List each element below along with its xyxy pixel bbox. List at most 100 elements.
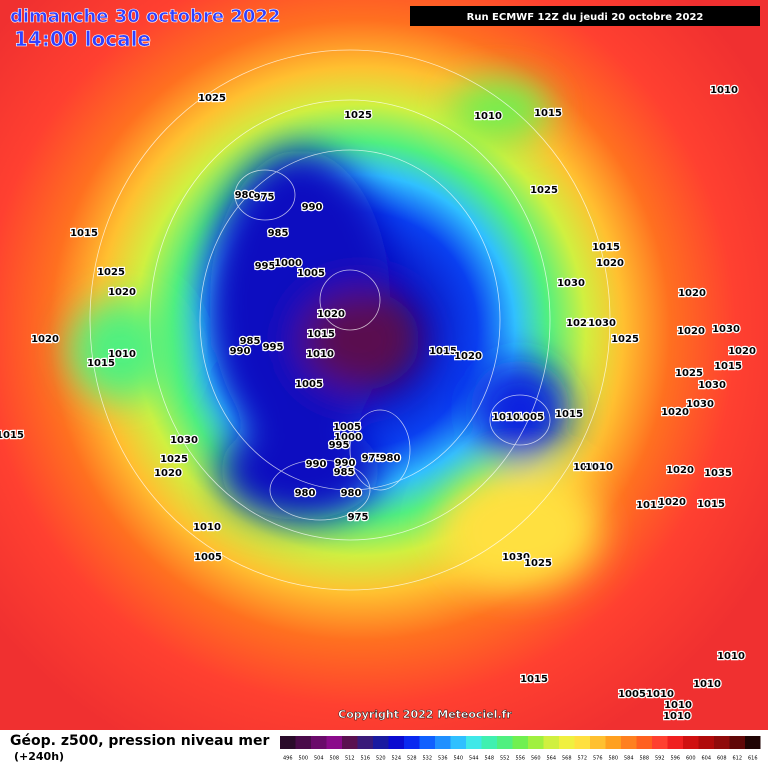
isobar-label: 1015 — [520, 674, 548, 685]
legend-lead: (+240h) — [14, 750, 64, 763]
isobar-label: 1010 — [663, 711, 691, 722]
isobar-label: 990 — [302, 202, 323, 213]
isobar-label: 1020 — [661, 407, 689, 418]
isobar-label: 1015 — [534, 108, 562, 119]
color-swatch — [295, 736, 311, 749]
color-swatch — [512, 736, 528, 749]
isobar-label: 1015 — [697, 499, 725, 510]
color-swatch — [450, 736, 466, 749]
isobar-label: 975 — [348, 512, 369, 523]
isobar-label: 1010 — [474, 111, 502, 122]
isobar-label: 975 — [362, 453, 383, 464]
color-swatch — [528, 736, 544, 749]
isobar-label: 1020 — [31, 334, 59, 345]
isobar-label: 1025 — [344, 110, 372, 121]
isobar-label: 1020 — [677, 326, 705, 337]
color-swatch — [481, 736, 497, 749]
isobar-label: 1015 — [714, 361, 742, 372]
level-label: 524 — [391, 756, 401, 762]
level-label: 600 — [686, 756, 696, 762]
level-label: 508 — [329, 756, 339, 762]
level-label: 532 — [422, 756, 432, 762]
run-box — [410, 6, 760, 26]
level-label: 580 — [608, 756, 618, 762]
isobar-label: 1010 — [193, 522, 221, 533]
isobar-label: 1015 — [87, 358, 115, 369]
subtitle: 14:00 locale — [14, 27, 151, 51]
level-label: 540 — [453, 756, 463, 762]
isobar-label: 1005 — [297, 268, 325, 279]
level-label: 504 — [314, 756, 324, 762]
isobar-label: 1005 — [295, 379, 323, 390]
color-swatch — [683, 736, 699, 749]
isobar-label: 1020 — [596, 258, 624, 269]
isobar-lines — [89, 49, 611, 591]
level-label: 608 — [717, 756, 727, 762]
legend-title: Géop. z500, pression niveau mer — [10, 733, 269, 749]
level-label: 572 — [577, 756, 587, 762]
color-swatch — [590, 736, 606, 749]
isobar-label: 1020 — [317, 309, 345, 320]
isobar-label: 1025 — [198, 93, 226, 104]
isobar-label: 1000 — [274, 258, 302, 269]
level-label: 560 — [531, 756, 541, 762]
isobar-label: 1025 — [160, 454, 188, 465]
isobar-label: 1015 — [429, 346, 457, 357]
color-swatch — [698, 736, 714, 749]
isobar-label: 1010 — [585, 462, 613, 473]
isobar-label: 995 — [255, 261, 276, 272]
isobar-label: 1015 — [0, 430, 24, 441]
isobar-label: 1005 — [194, 552, 222, 563]
isobar-label: 1025 — [611, 334, 639, 345]
isobar-label: 1015 — [307, 329, 335, 340]
isobar-label: 1010 — [492, 412, 520, 423]
level-label: 564 — [546, 756, 556, 762]
isobar-label: 1010 — [693, 679, 721, 690]
isobar-label: 1015 — [70, 228, 98, 239]
isobar-label: 995 — [329, 440, 350, 451]
field-blobs — [70, 80, 600, 590]
isobar-label: 1015 — [592, 242, 620, 253]
color-swatch — [621, 736, 637, 749]
level-label: 512 — [345, 756, 355, 762]
color-swatch — [729, 736, 745, 749]
level-label: 604 — [701, 756, 711, 762]
color-swatch — [652, 736, 668, 749]
isobar-label: 1030 — [557, 278, 585, 289]
isobar-label: 985 — [334, 467, 355, 478]
isobar-label: 1030 — [170, 435, 198, 446]
isobar-label: 1020 — [658, 497, 686, 508]
level-label: 528 — [407, 756, 417, 762]
isobar-label: 1015 — [573, 462, 601, 473]
level-label: 612 — [732, 756, 742, 762]
color-swatch — [280, 736, 296, 749]
color-swatch — [714, 736, 730, 749]
isobar-label: 980 — [295, 488, 316, 499]
color-swatch — [745, 736, 761, 749]
isobar-label: 1025 — [530, 185, 558, 196]
isobar-label: 990 — [230, 346, 251, 357]
color-swatch — [388, 736, 404, 749]
level-label: 496 — [283, 756, 293, 762]
isobar-label: 1015 — [555, 409, 583, 420]
isobar-label: 985 — [240, 336, 261, 347]
isobar-label: 1020 — [454, 351, 482, 362]
isobar-label: 985 — [268, 228, 289, 239]
copyright: Copyright 2022 Meteociel.fr — [338, 708, 512, 721]
isobar-label: 1005 — [333, 422, 361, 433]
isobar-label: 1020 — [728, 346, 756, 357]
level-label: 568 — [562, 756, 572, 762]
color-swatch — [543, 736, 559, 749]
isobar-label: 980 — [380, 453, 401, 464]
color-swatch — [435, 736, 451, 749]
isobar-label: 1021 — [566, 318, 594, 329]
color-swatch — [667, 736, 683, 749]
color-swatch — [466, 736, 482, 749]
level-label: 592 — [655, 756, 665, 762]
color-swatch — [636, 736, 652, 749]
isobar-label: 990 — [335, 458, 356, 469]
level-label: 500 — [298, 756, 308, 762]
isobar-label: 1025 — [97, 267, 125, 278]
isobar-label: 1015 — [636, 500, 664, 511]
